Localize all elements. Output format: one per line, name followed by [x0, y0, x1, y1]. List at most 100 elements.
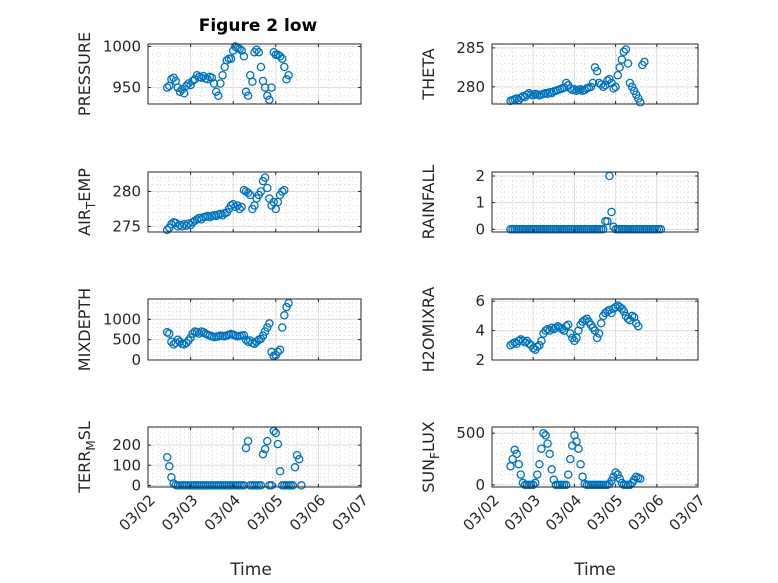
data-point	[619, 47, 629, 57]
data-point	[203, 75, 212, 84]
data-point	[288, 481, 298, 490]
axes-box	[491, 171, 699, 233]
data-point	[237, 46, 246, 55]
y-tick-label: 200	[112, 436, 141, 454]
data-point	[508, 454, 517, 464]
subplot-7: 0 100 200 03/02 03/03 03/04 03/05 03/06 03/07 TER…	[75, 421, 372, 534]
data-point	[611, 468, 620, 477]
data-point	[273, 439, 283, 449]
y-label-rest: LUX	[419, 421, 438, 452]
data-point	[522, 90, 532, 99]
data-point	[609, 84, 618, 93]
y-label-rest: SL	[75, 421, 94, 440]
data-point	[611, 82, 620, 92]
data-point	[514, 336, 524, 346]
data-point	[543, 439, 552, 448]
data-point	[231, 42, 240, 51]
y-tick-label: 1000	[103, 310, 141, 328]
subplot-3: 275 280 AIRTEMP	[75, 168, 362, 236]
axes-box	[147, 171, 362, 233]
data-point	[188, 329, 197, 338]
data-point	[162, 83, 172, 92]
data-point	[570, 84, 579, 94]
y-label-rest: EMP	[75, 168, 94, 202]
data-point	[197, 215, 206, 224]
data-point	[533, 342, 542, 352]
data-point	[284, 70, 293, 80]
data-point	[186, 333, 195, 342]
data-point	[627, 311, 637, 321]
axes-box	[491, 43, 699, 105]
data-point	[598, 82, 608, 92]
data-point	[277, 323, 287, 332]
data-point	[277, 187, 287, 196]
data-point	[265, 319, 274, 328]
y-label-subscript: M	[84, 440, 98, 450]
data-point	[510, 445, 519, 455]
axes-box	[491, 426, 699, 488]
y-label-main: H2OMIXRA	[419, 287, 438, 373]
y-label-subscript: T	[84, 201, 98, 210]
figure-title: Figure 2 low	[199, 16, 318, 36]
x-tick-label: 03/04	[542, 491, 585, 534]
data-point	[537, 336, 546, 346]
data-point	[613, 70, 622, 80]
data-point	[182, 81, 191, 91]
y-tick-label: 100	[112, 456, 141, 474]
data-point	[248, 77, 257, 87]
data-point	[280, 311, 289, 320]
data-point	[277, 54, 287, 64]
data-point	[241, 87, 251, 96]
data-point	[545, 449, 554, 459]
data-point	[162, 225, 172, 235]
x-tick-label: 03/06	[286, 491, 329, 534]
data-point	[640, 57, 649, 67]
data-point	[260, 173, 270, 182]
data-point	[551, 323, 561, 332]
data-point	[179, 220, 189, 229]
data-point	[297, 481, 306, 490]
data-point	[258, 449, 268, 459]
data-point	[192, 328, 202, 337]
axes-box	[147, 43, 362, 105]
data-point	[282, 302, 291, 312]
data-point	[211, 211, 221, 221]
data-point	[207, 73, 217, 82]
data-point	[634, 321, 643, 331]
data-point	[566, 329, 575, 338]
data-point	[175, 87, 185, 96]
x-tick-label: 03/05	[583, 491, 626, 534]
y-label-main: PRESSURE	[75, 32, 94, 116]
data-point	[182, 221, 191, 230]
data-point	[524, 88, 534, 98]
data-point	[607, 308, 616, 318]
data-point	[617, 55, 627, 64]
data-point	[184, 79, 193, 88]
data-point	[216, 79, 225, 88]
data-point	[218, 211, 227, 220]
data-point	[506, 341, 515, 350]
data-point	[533, 470, 542, 479]
data-point	[592, 333, 602, 343]
data-point	[173, 83, 183, 92]
subplot-4: 0 1 2 RAINFALL	[419, 165, 699, 239]
data-point	[528, 480, 538, 490]
data-point	[588, 78, 598, 88]
y-label-main: AIR	[75, 209, 94, 236]
data-point	[280, 185, 289, 195]
data-point	[192, 70, 202, 80]
x-axis-label-right: Time	[573, 560, 616, 580]
data-point	[566, 454, 575, 464]
data-point	[241, 335, 251, 344]
data-point	[636, 98, 645, 107]
y-axis-label: PRESSURE	[75, 32, 94, 116]
y-label-main: MIXDEPTH	[75, 288, 94, 371]
x-tick-label: 03/07	[329, 491, 372, 534]
data-point	[182, 338, 191, 348]
data-point	[235, 44, 244, 54]
data-point	[592, 67, 602, 76]
data-point	[239, 52, 249, 61]
data-point	[512, 449, 521, 459]
